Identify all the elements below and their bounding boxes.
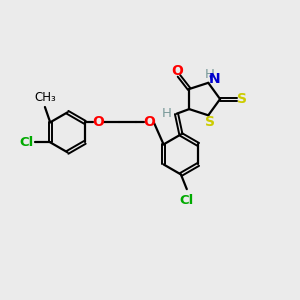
Text: CH₃: CH₃	[34, 91, 56, 104]
Text: O: O	[143, 115, 155, 129]
Text: O: O	[92, 115, 104, 129]
Text: H: H	[162, 107, 172, 120]
Text: N: N	[208, 72, 220, 86]
Text: S: S	[205, 115, 215, 129]
Text: S: S	[237, 92, 247, 106]
Text: Cl: Cl	[20, 136, 34, 149]
Text: Cl: Cl	[180, 194, 194, 207]
Text: H: H	[205, 68, 214, 81]
Text: O: O	[172, 64, 183, 78]
